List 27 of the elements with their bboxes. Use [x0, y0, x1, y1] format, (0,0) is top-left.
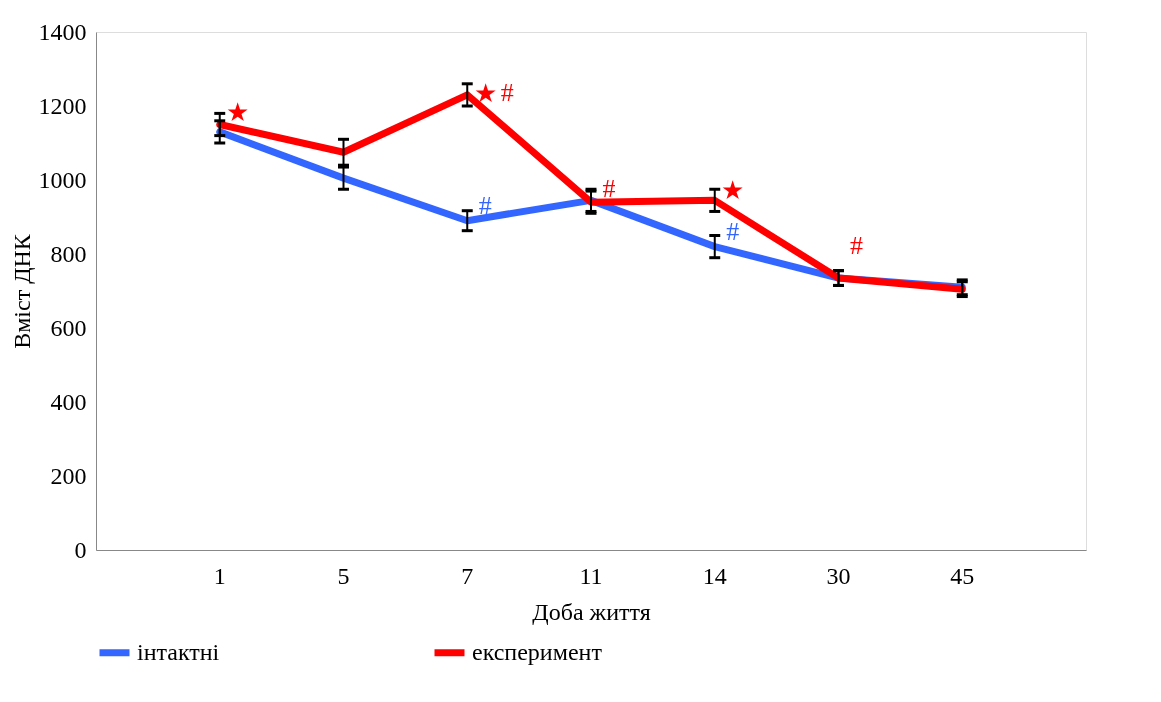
x-tick-label: 5	[337, 562, 350, 589]
annotation: #	[478, 190, 492, 220]
annotation: ★	[226, 98, 250, 128]
legend-label: експеримент	[472, 638, 603, 665]
annotation: ★	[721, 176, 745, 206]
y-tick-label: 0	[74, 536, 87, 563]
x-tick-label: 7	[461, 562, 474, 589]
x-tick-label: 30	[826, 562, 851, 589]
x-tick-label: 14	[702, 562, 727, 589]
annotation: #	[500, 78, 514, 108]
y-tick-label: 600	[50, 314, 87, 341]
x-tick-label: 45	[950, 562, 975, 589]
y-tick-label: 800	[50, 240, 87, 267]
y-tick-label: 400	[50, 388, 87, 415]
y-tick-label: 200	[50, 462, 87, 489]
annotation: #	[850, 231, 863, 261]
y-axis-title: Вміст ДНК	[8, 233, 35, 349]
y-tick-label: 1200	[38, 92, 87, 119]
x-tick-label: 11	[579, 562, 603, 589]
annotation: ★	[473, 79, 497, 109]
y-tick-label: 1000	[38, 166, 87, 193]
legend-label: інтактні	[137, 638, 220, 665]
x-tick-label: 1	[213, 562, 226, 589]
x-axis-title: Доба життя	[532, 598, 651, 625]
annotation: #	[602, 174, 616, 204]
annotation: #	[726, 216, 740, 246]
y-tick-label: 1400	[38, 18, 87, 45]
